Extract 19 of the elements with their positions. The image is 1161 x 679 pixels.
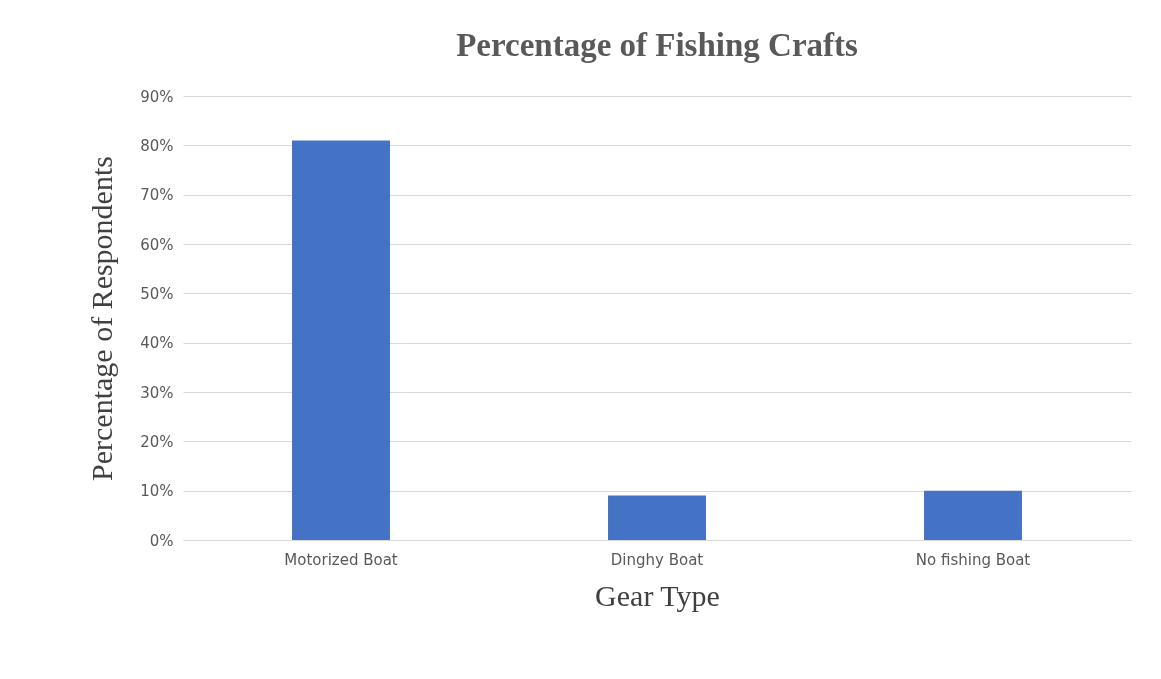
y-tick-label: 70% xyxy=(140,186,174,205)
bar xyxy=(292,140,390,540)
y-axis-title: Percentage of Respondents xyxy=(85,156,119,481)
x-tick-label: Dinghy Boat xyxy=(610,550,704,569)
bar xyxy=(924,490,1022,540)
y-tick-label: 30% xyxy=(140,383,174,402)
x-tick-label: No fishing Boat xyxy=(915,550,1031,569)
y-tick-label: 10% xyxy=(140,482,174,501)
y-tick-label: 90% xyxy=(140,87,174,106)
y-tick-label: 20% xyxy=(140,432,174,451)
y-tick-label: 0% xyxy=(149,531,174,550)
y-tick-label: 40% xyxy=(140,334,174,353)
y-tick-label: 60% xyxy=(140,235,174,254)
bar xyxy=(608,495,706,540)
y-tick-label: 80% xyxy=(140,136,174,155)
x-tick-label: Motorized Boat xyxy=(284,550,398,569)
y-tick-label: 50% xyxy=(140,284,174,303)
chart-title: Percentage of Fishing Crafts xyxy=(456,27,859,63)
x-axis-title: Gear Type xyxy=(595,578,720,612)
